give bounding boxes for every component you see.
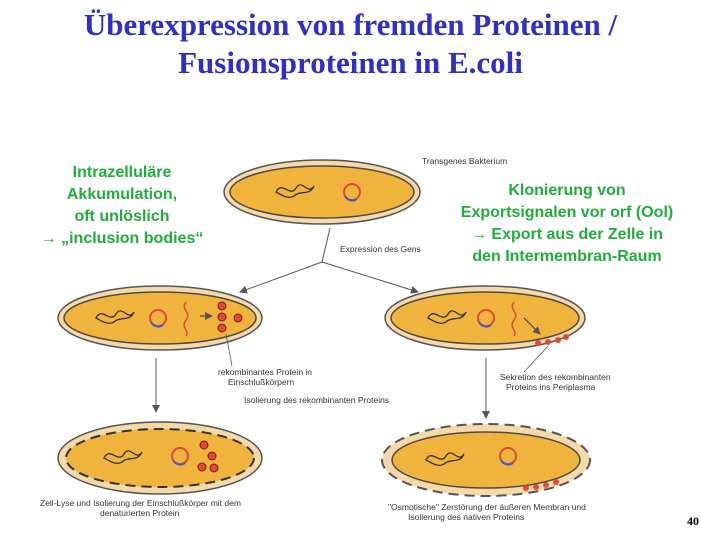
chromosome-icon <box>95 310 135 324</box>
note-export-signals: Klonierung von Exportsignalen vor orf (O… <box>436 180 698 268</box>
page-number: 40 <box>687 514 699 528</box>
label-inclusion-1: rekombinantes Protein in <box>218 367 312 377</box>
bacterium-periplasm <box>384 285 586 351</box>
chromosome-icon <box>427 310 467 324</box>
bacterium-inclusion-bodies <box>57 285 263 351</box>
label-inclusion-2: Einschlußkörpern <box>228 377 294 387</box>
label-osmotic-1: "Osmotische" Zerstörung der äußeren Memb… <box>388 502 586 512</box>
note-left-line-2: Akkumulation, <box>66 186 178 203</box>
note-right-line-2: Exportsignalen vor orf (Ool) <box>460 204 674 221</box>
bacterium-lysed <box>57 421 263 495</box>
slide-title: Überexpression von fremden Proteinen / F… <box>0 6 701 82</box>
chromosome-icon <box>425 452 465 466</box>
label-osmotic-2: Isolierung des nativen Proteins <box>408 512 524 522</box>
note-right-line-3: → Export aus der Zelle in <box>470 226 664 243</box>
note-left-line-3: oft unlöslich <box>74 208 170 225</box>
note-left-line-1: Intrazelluläre <box>72 164 172 181</box>
label-lysis-1: Zell-Lyse und Isolierung der Einschlußkö… <box>40 498 241 508</box>
bacterium-osmotic <box>381 423 591 497</box>
label-expression: Expression des Gens <box>340 244 421 254</box>
arrow-right <box>321 261 419 294</box>
label-secretion-1: Sekretion des rekombinanten <box>500 372 611 382</box>
note-right-line-1: Klonierung von <box>508 182 626 199</box>
note-left-line-4: → „inclusion bodies“ <box>40 230 204 247</box>
title-line-1: Überexpression von fremden Proteinen / <box>83 7 618 42</box>
transgenic-bacterium <box>223 159 421 225</box>
arrow-left <box>239 261 323 294</box>
chromosome-icon <box>103 450 143 464</box>
label-isolation: Isolierung des rekombinanten Proteins <box>244 395 389 405</box>
label-secretion-2: Proteins ins Periplasma <box>506 382 596 392</box>
note-right-line-4: den Intermembran-Raum <box>472 248 662 265</box>
chromosome-icon <box>275 184 315 198</box>
label-lysis-2: denaturierten Protein <box>100 508 180 518</box>
label-transgenic: Transgenes Bakterium <box>422 156 507 166</box>
title-line-2: Fusionsproteinen in E.coli <box>178 45 523 80</box>
note-inclusion-bodies: Intrazelluläre Akkumulation, oft unlösli… <box>22 162 222 250</box>
